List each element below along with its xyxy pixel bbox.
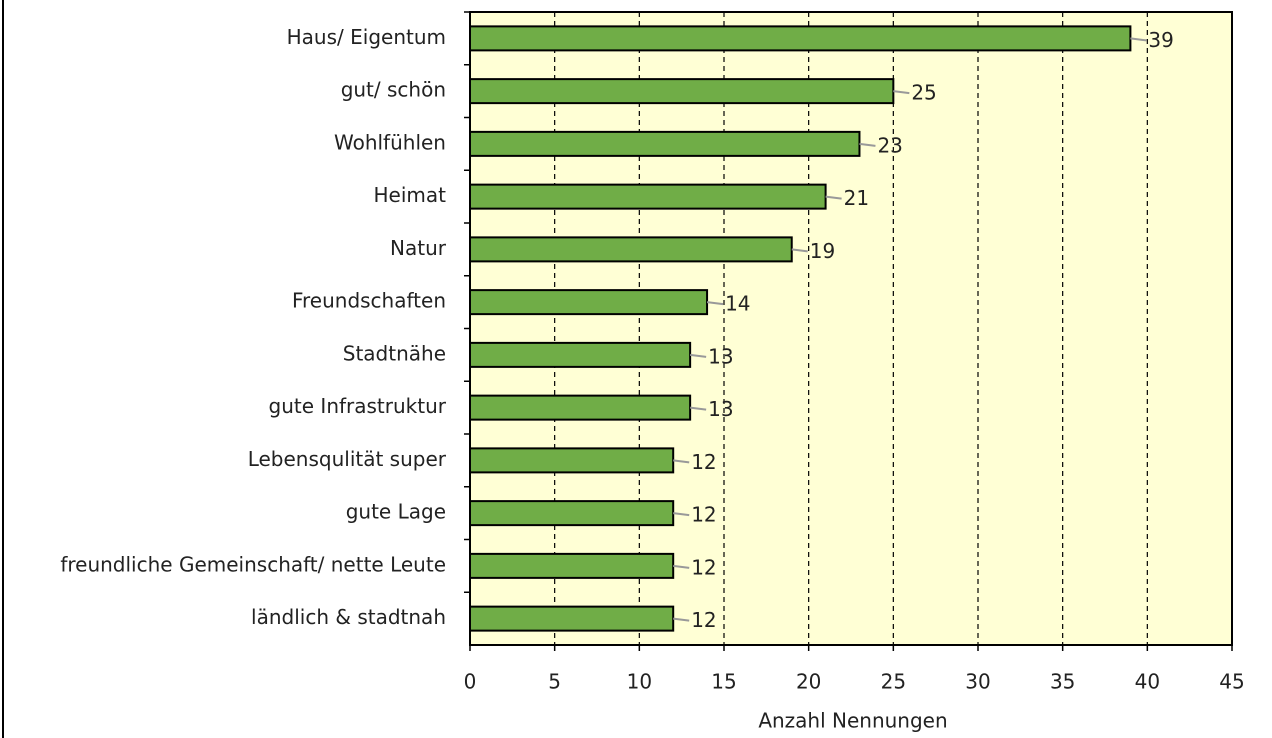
leader-line <box>859 142 876 147</box>
x-tick-label: 25 <box>881 670 906 694</box>
y-tick-label: Wohlfühlen <box>334 130 446 154</box>
leader-line <box>673 564 690 569</box>
y-tick-label: Stadtnähe <box>343 341 446 365</box>
x-tick-label: 20 <box>796 670 821 694</box>
bar <box>469 183 827 210</box>
x-axis-label: Anzahl Nennungen <box>758 709 947 733</box>
value-label: 13 <box>708 397 733 421</box>
leader-line <box>690 406 707 411</box>
y-tick-label: Lebensqulität super <box>248 447 447 471</box>
value-label: 13 <box>708 344 733 368</box>
leader-line <box>673 617 690 622</box>
bar <box>469 341 692 368</box>
bar <box>469 552 675 579</box>
x-tick-label: 30 <box>965 670 990 694</box>
bar <box>469 236 793 263</box>
bar <box>469 130 861 157</box>
y-tick-label: gute Infrastruktur <box>269 394 447 418</box>
value-label: 19 <box>810 239 835 263</box>
y-tick-label: ländlich & stadtnah <box>251 605 446 629</box>
leader-line <box>893 90 910 95</box>
bar <box>469 289 709 316</box>
leader-line <box>673 459 690 464</box>
value-label: 14 <box>725 292 750 316</box>
value-label: 12 <box>691 555 716 579</box>
y-tick-label: freundliche Gemeinschaft/ nette Leute <box>60 552 446 576</box>
leader-line <box>1130 37 1147 42</box>
value-label: 12 <box>691 608 716 632</box>
value-label: 12 <box>691 450 716 474</box>
x-tick-label: 35 <box>1050 670 1075 694</box>
bar <box>469 447 675 474</box>
leader-line <box>825 195 842 200</box>
value-label: 23 <box>877 133 902 157</box>
leader-line <box>673 512 690 517</box>
value-label: 21 <box>844 186 869 210</box>
y-tick-label: Haus/ Eigentum <box>287 25 446 49</box>
y-tick-label: Freundschaften <box>292 289 446 313</box>
value-label: 12 <box>691 503 716 527</box>
leader-line <box>706 301 724 306</box>
y-tick-label: gute Lage <box>346 500 446 524</box>
x-tick-label: 15 <box>711 670 736 694</box>
x-tick-label: 5 <box>548 670 561 694</box>
y-tick-label: gut/ schön <box>341 78 446 102</box>
bar <box>469 78 895 105</box>
bar <box>469 394 692 421</box>
x-tick-label: 0 <box>464 670 477 694</box>
plot-background <box>470 12 1232 645</box>
value-label: 25 <box>911 81 936 105</box>
x-tick-label: 40 <box>1135 670 1160 694</box>
bar <box>469 605 675 632</box>
bar <box>469 25 1132 52</box>
leader-line <box>791 248 808 253</box>
y-tick-label: Heimat <box>374 183 447 207</box>
x-tick-label: 45 <box>1219 670 1244 694</box>
y-tick-label: Natur <box>390 236 447 260</box>
x-tick-label: 10 <box>627 670 652 694</box>
leader-line <box>690 353 707 358</box>
value-label: 39 <box>1148 28 1173 52</box>
bar <box>469 500 675 527</box>
